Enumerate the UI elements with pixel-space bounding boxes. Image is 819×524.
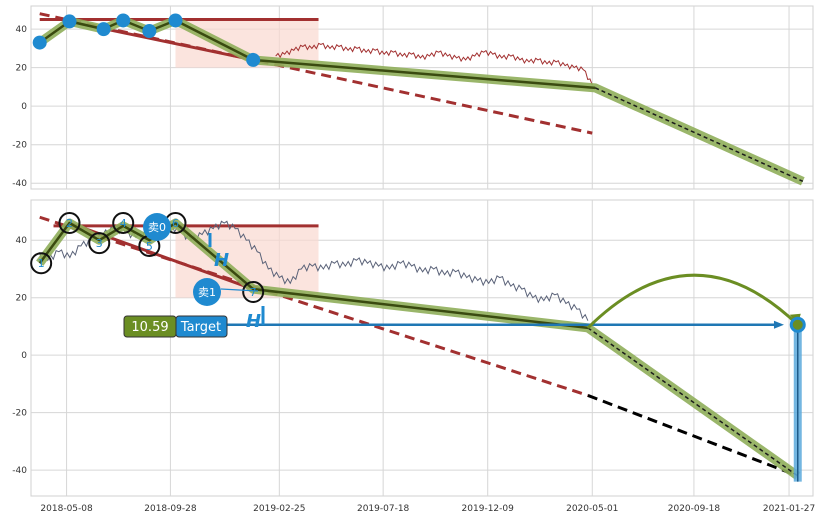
pivot-circle-label: 3 [96, 237, 103, 250]
trend-line [39, 215, 589, 397]
target-label-text: Target [180, 320, 221, 335]
bottom-grid [31, 200, 813, 496]
pivot-marker [62, 14, 77, 29]
sell-marker-0-dot [143, 213, 171, 241]
x-tick-label: 2019-12-09 [462, 504, 515, 514]
pivot-circle [88, 232, 111, 255]
x-tick-label: 2019-07-18 [357, 504, 410, 514]
target-badge: 10.59 Target [123, 315, 228, 338]
y-tick-label: -40 [12, 179, 27, 189]
pivot-marker [168, 13, 183, 28]
pivot-marker [32, 35, 47, 50]
pivot-circle [242, 280, 265, 303]
pivot-marker [116, 13, 131, 28]
x-tick-label: 2020-05-01 [566, 504, 618, 514]
x-tick-label: 2019-02-25 [253, 504, 305, 514]
y-tick-label: -20 [12, 141, 27, 151]
top-price-series [275, 42, 593, 86]
sell-marker-0: 卖0 [143, 213, 171, 241]
zigzag-line [38, 221, 589, 330]
top-y-ticks: 40 20 0 -20 -40 [12, 25, 27, 189]
pivot-circle [58, 211, 81, 234]
y-tick-label: 40 [16, 236, 28, 246]
y-tick-label: 0 [21, 102, 27, 112]
target-arrow-head [773, 320, 784, 329]
h-mark-0: H [208, 233, 229, 271]
sell-marker-1-arrow [220, 288, 259, 292]
y-tick-label: 20 [16, 294, 28, 304]
bottom-annotations [208, 273, 806, 482]
target-label-box [175, 315, 228, 338]
pivot-circle [30, 252, 53, 275]
x-tick-label: 2018-09-28 [144, 504, 197, 514]
pivot-circle-label: 2 [66, 217, 73, 230]
y-tick-label: 20 [16, 64, 28, 74]
bottom-y-ticks: 40 20 0 -20 -40 [12, 236, 27, 476]
sell-marker-1: 卖1 [193, 278, 259, 306]
projection-arc [586, 273, 799, 329]
pivot-circle-label: 6 [172, 217, 179, 230]
pivot-marker [96, 22, 111, 37]
pivot-circle [112, 211, 135, 234]
pivot-circle-label: 1 [38, 257, 45, 270]
y-tick-label: -20 [12, 409, 27, 419]
h-mark-1: H [246, 306, 265, 332]
trend-line [587, 394, 799, 478]
pivot-circle-label: 7 [250, 286, 257, 299]
bottom-zigzag [36, 218, 801, 480]
trend-line [39, 12, 593, 135]
sell-marker-1-dot [193, 278, 221, 306]
target-value-text: 10.59 [131, 320, 168, 335]
top-markers [32, 13, 261, 67]
pivot-marker [142, 24, 157, 39]
price-line [275, 42, 593, 86]
top-panel: 40 20 0 -20 -40 [12, 5, 814, 190]
target-end-dot-inner [792, 319, 803, 330]
pivot-circle-label: 5 [146, 240, 153, 253]
sell-marker-0-text: 卖0 [148, 221, 166, 234]
y-tick-label: 0 [21, 351, 27, 361]
sell-marker-1-text: 卖1 [198, 286, 216, 299]
x-tick-label: 2018-05-08 [40, 504, 93, 514]
bottom-plot-area [30, 199, 814, 497]
zigzag-projection [587, 327, 799, 477]
bottom-panel: 40 20 0 -20 -40 2018-05-08 2018-09-28 2019-02-… [12, 199, 815, 514]
x-tick-label: 2021-01-27 [763, 504, 815, 514]
zigzag-projection [594, 87, 804, 182]
pivot-circle-label: 4 [120, 217, 127, 230]
pivot-marker [246, 52, 261, 67]
h-mark-1-text: H [246, 311, 261, 332]
y-tick-label: -40 [12, 466, 27, 476]
x-tick-label: 2020-09-18 [668, 504, 721, 514]
y-tick-label: 40 [16, 25, 28, 35]
h-mark-0-text: H [214, 250, 229, 271]
bottom-x-ticks: 2018-05-08 2018-09-28 2019-02-25 2019-07-18… [40, 504, 815, 514]
